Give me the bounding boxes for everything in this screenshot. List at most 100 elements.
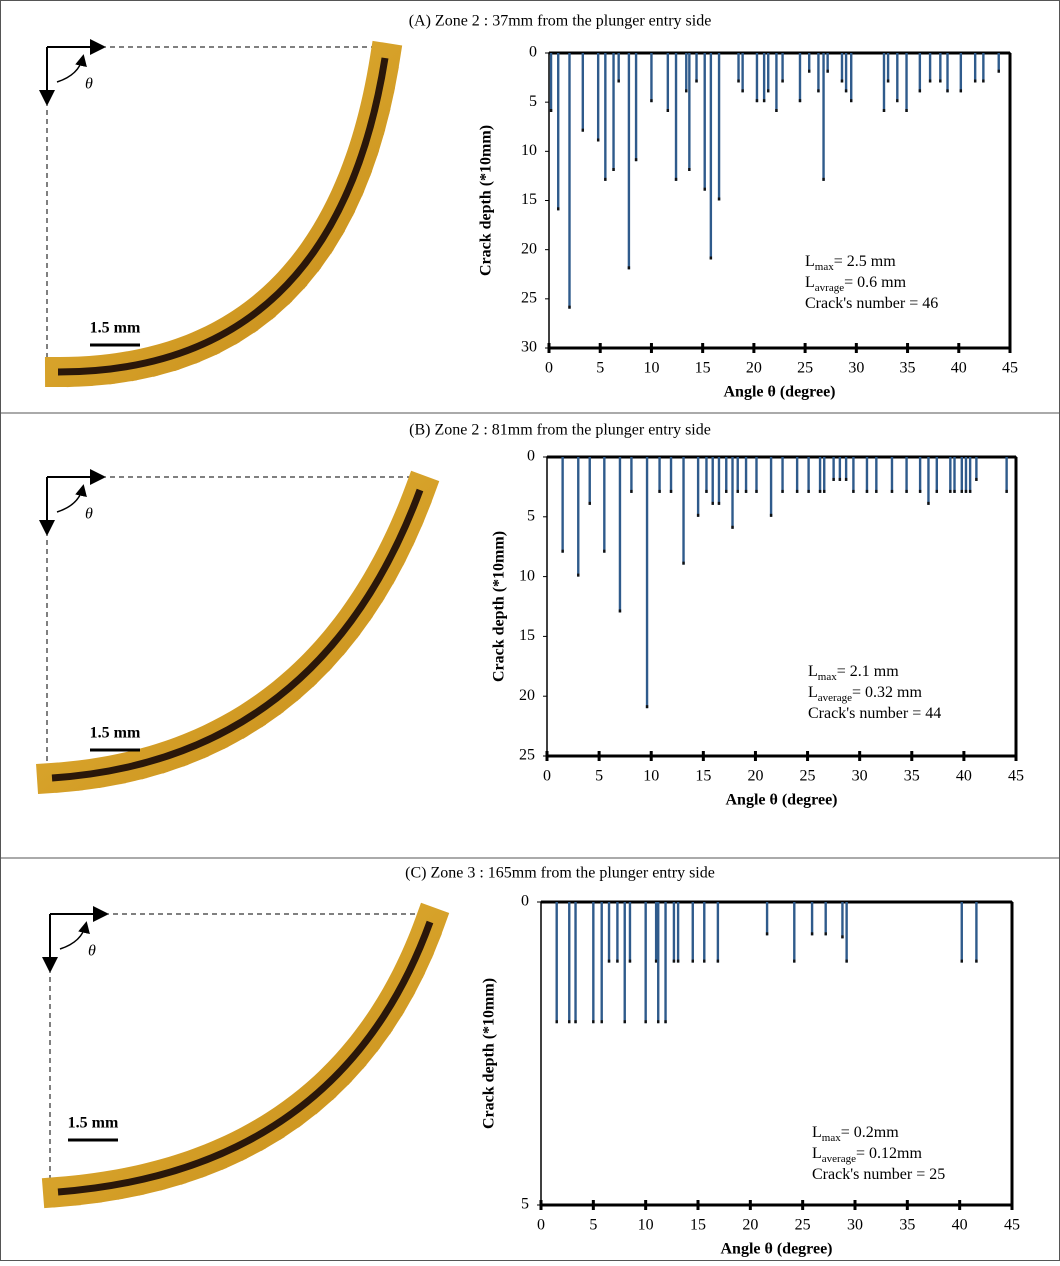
- bar-tip: [685, 89, 688, 93]
- bar-tip: [818, 489, 822, 493]
- x-tick-label: 10: [638, 1217, 654, 1234]
- bar-tip: [630, 489, 633, 493]
- x-tick-label: 5: [589, 1217, 597, 1234]
- bar: [741, 53, 744, 93]
- bar-tip: [959, 89, 963, 93]
- bar-tip: [634, 158, 638, 162]
- y-tick-label: 15: [521, 191, 537, 208]
- bar-tip: [755, 489, 758, 493]
- bar: [807, 457, 810, 493]
- bar-tip: [928, 79, 932, 83]
- bar: [775, 53, 778, 112]
- bar: [616, 902, 619, 963]
- bar-tip: [808, 69, 811, 73]
- bar: [818, 457, 822, 493]
- bar-tip: [826, 69, 829, 73]
- x-tick-label: 25: [797, 360, 813, 377]
- bar: [1005, 457, 1008, 493]
- bar: [603, 457, 606, 553]
- angle-arrow: [56, 484, 87, 513]
- annotation-part: = 0.2mm: [841, 1124, 899, 1141]
- bar: [568, 902, 571, 1024]
- bar-tip: [669, 489, 673, 493]
- bar-tip: [725, 489, 728, 493]
- bar: [618, 457, 622, 613]
- bar-tip: [603, 549, 606, 553]
- bar-tip: [688, 168, 691, 171]
- scale-label: 1.5 mm: [68, 1115, 119, 1132]
- bar: [674, 53, 678, 181]
- annotation-subscript: average: [818, 692, 852, 704]
- bar: [650, 53, 653, 103]
- x-tick-label: 35: [899, 1217, 915, 1234]
- x-tick-label: 30: [848, 360, 864, 377]
- bar: [744, 457, 748, 493]
- bar: [769, 457, 773, 517]
- bar-tip: [607, 959, 611, 963]
- annotation-part: L: [805, 253, 815, 270]
- bar: [666, 53, 670, 112]
- bar-tip: [666, 109, 670, 112]
- bar: [676, 902, 680, 963]
- bar-tip: [674, 177, 678, 181]
- annotation-part: = 0.12mm: [856, 1145, 922, 1162]
- x-tick-label: 15: [695, 768, 711, 785]
- annotation-subscript: max: [818, 671, 837, 683]
- annotation: Crack's number = 44: [808, 705, 941, 722]
- annotation-subscript: average: [822, 1153, 856, 1165]
- y-tick-label: 15: [519, 627, 535, 644]
- bar-tip: [798, 99, 802, 103]
- bar-tip: [832, 477, 835, 481]
- bar: [939, 53, 942, 83]
- bar-tip: [644, 1020, 647, 1024]
- bar-tip: [568, 1020, 571, 1024]
- annotation: Lmax= 0.2mm: [812, 1124, 899, 1144]
- bar: [975, 902, 978, 963]
- x-tick-label: 45: [1008, 768, 1024, 785]
- bar-tip: [927, 501, 930, 505]
- x-tick-label: 0: [545, 360, 553, 377]
- bar-tip: [717, 501, 721, 505]
- bar-tip: [581, 128, 585, 132]
- bar-tip: [939, 79, 942, 83]
- bar: [918, 457, 922, 493]
- crack-edge: [51, 488, 424, 782]
- bar: [781, 53, 784, 83]
- bar-tip: [949, 489, 952, 493]
- bar: [905, 457, 908, 493]
- x-tick-label: 10: [643, 360, 659, 377]
- bar-tip: [890, 489, 894, 493]
- bar: [808, 53, 811, 73]
- bar: [928, 53, 932, 83]
- bar-tip: [844, 89, 848, 93]
- bar-tip: [618, 609, 622, 613]
- bar: [826, 53, 829, 73]
- y-tick-label: 5: [529, 93, 537, 110]
- bar: [949, 457, 952, 493]
- bar: [968, 457, 972, 493]
- bar-tip: [612, 168, 615, 171]
- bar: [596, 53, 600, 142]
- bar: [838, 457, 842, 481]
- bar-tip: [865, 489, 869, 493]
- bar-tip: [628, 959, 632, 963]
- y-tick-label: 10: [519, 567, 535, 584]
- bar-tip: [755, 99, 759, 103]
- bar: [644, 902, 647, 1024]
- bar: [850, 53, 853, 103]
- plot-frame: [546, 456, 1017, 757]
- bar-tip: [975, 477, 978, 481]
- bar: [875, 457, 878, 493]
- annotation-part: = 2.5 mm: [834, 253, 896, 270]
- bar-tip: [703, 187, 706, 191]
- bar-tip: [741, 89, 744, 93]
- bar-tip: [886, 79, 890, 83]
- bar-tip: [964, 489, 968, 493]
- bar-tip: [731, 525, 734, 529]
- annotation-part: L: [808, 684, 818, 701]
- bar-tip: [703, 959, 706, 963]
- bar: [588, 457, 591, 505]
- bar-tip: [592, 1020, 595, 1024]
- bar-tip: [882, 109, 886, 112]
- bar: [711, 457, 714, 505]
